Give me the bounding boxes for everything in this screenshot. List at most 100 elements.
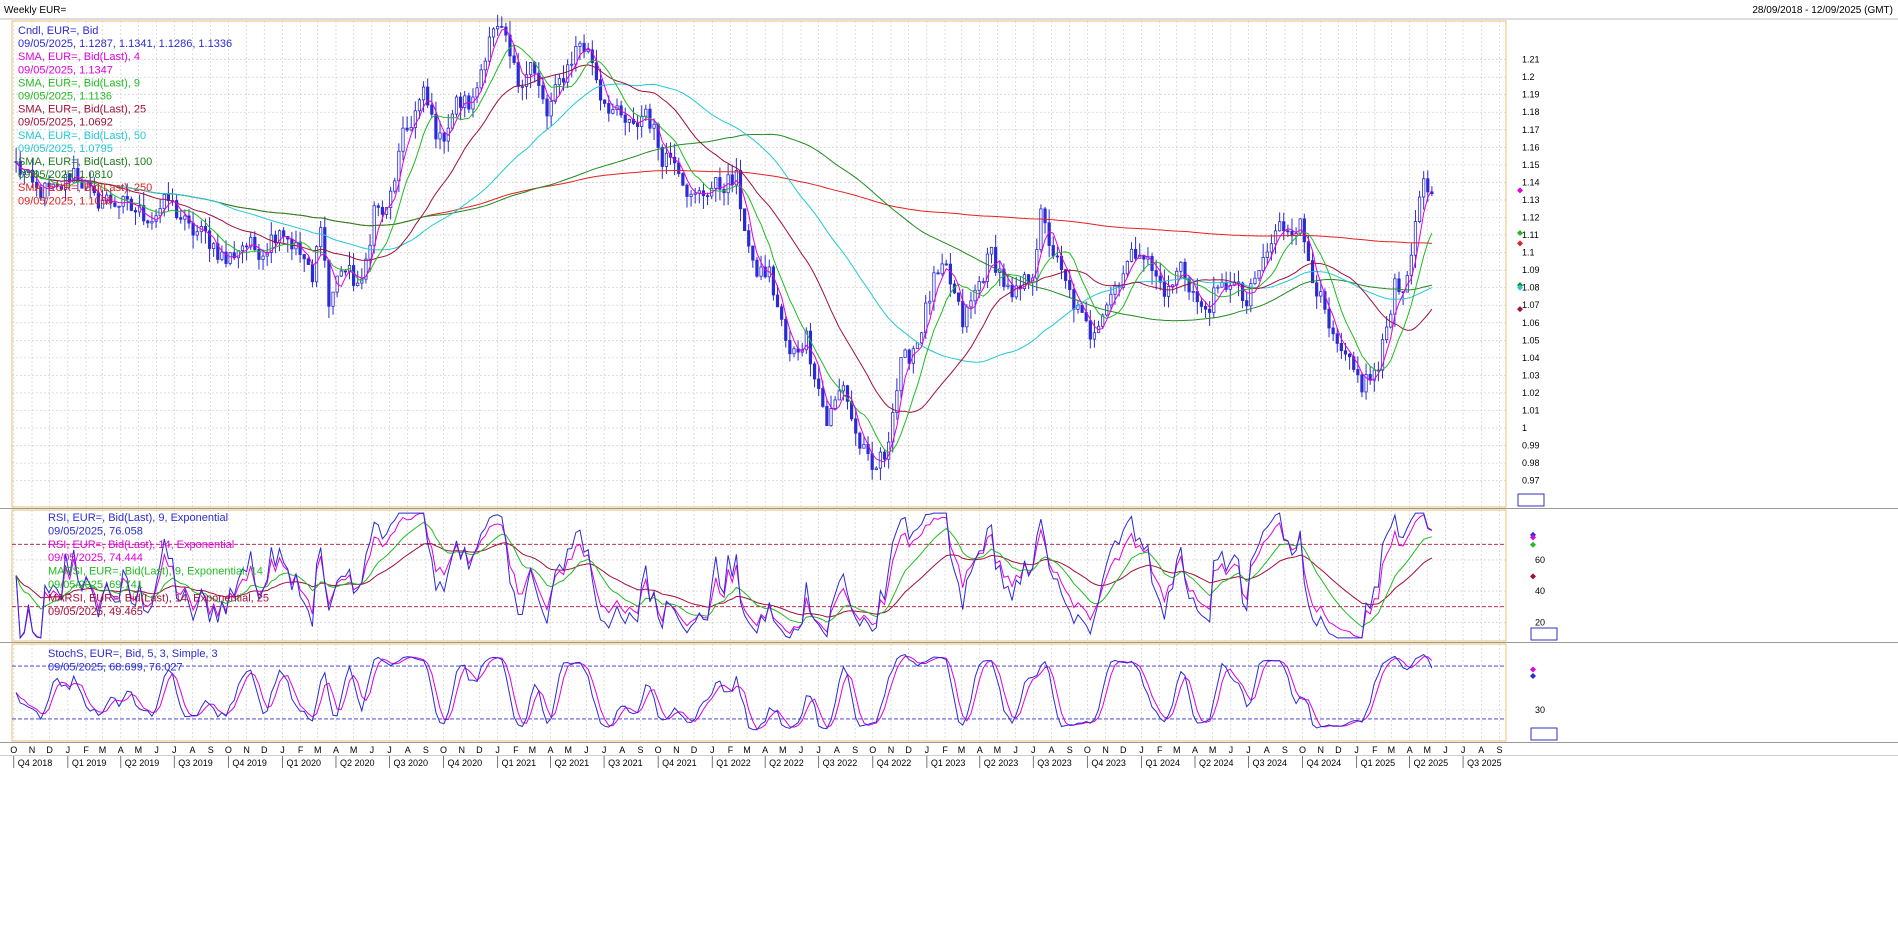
candle-body: [557, 78, 561, 86]
month-tick-label: J: [66, 745, 71, 755]
candle-body: [685, 184, 689, 197]
month-tick-label: A: [333, 745, 339, 755]
price-legend-line: SMA, EUR=, Bid(Last), 50: [18, 130, 146, 142]
candle-body: [771, 266, 776, 296]
month-tick-label: N: [888, 745, 895, 755]
candle-body: [961, 300, 965, 328]
candle-body: [775, 294, 780, 308]
candle-body: [1380, 339, 1385, 371]
candle-body: [718, 177, 722, 190]
candle-body: [944, 263, 948, 266]
sma-4-line: [15, 28, 1433, 463]
candle-body: [244, 245, 249, 248]
candle-body: [524, 74, 529, 87]
panel-frame-1: [11, 509, 1507, 642]
candle-body: [1113, 285, 1117, 295]
candle-body: [401, 127, 405, 152]
candle-body: [566, 64, 570, 83]
price-tick-label: 1.01: [1522, 406, 1540, 416]
month-tick-label: J: [495, 745, 500, 755]
rsi-legend-line: MARSI, EUR=, Bid(Last), 9, Exponential, …: [48, 566, 263, 578]
candle-body: [520, 85, 524, 88]
month-tick-label: D: [691, 745, 698, 755]
month-tick-label: M: [99, 745, 107, 755]
month-tick-label: A: [1192, 745, 1198, 755]
month-tick-label: S: [638, 745, 644, 755]
candle-body: [850, 400, 854, 420]
month-tick-label: S: [1067, 745, 1073, 755]
candle-body: [1171, 284, 1175, 287]
candle-body: [1426, 178, 1430, 193]
candle-body: [742, 208, 747, 232]
month-tick-label: F: [1372, 745, 1378, 755]
candle-body: [697, 190, 701, 194]
month-tick-label: J: [602, 745, 607, 755]
price-legend-line: 09/05/2025, 1.0810: [18, 169, 113, 181]
month-tick-label: J: [799, 745, 804, 755]
month-tick-label: S: [208, 745, 214, 755]
candle-body: [755, 259, 759, 277]
marsi-9-line: [15, 521, 1433, 628]
candle-body: [109, 194, 113, 204]
candle-body: [146, 220, 150, 224]
month-tick-label: A: [405, 745, 411, 755]
price-tick-label: 1: [1522, 423, 1527, 433]
quarter-tick-label: Q3 2024: [1252, 758, 1287, 768]
candle-body: [496, 26, 500, 30]
stoch-last-marker-0: [1530, 673, 1536, 680]
candle-body: [1064, 269, 1068, 281]
candle-body: [882, 451, 887, 460]
month-tick-label: D: [46, 745, 53, 755]
rsi-legend-line: 09/05/2025, 49.465: [48, 606, 143, 618]
month-tick-label: A: [1478, 745, 1484, 755]
candle-body: [282, 230, 286, 237]
candle-body: [1228, 284, 1232, 290]
candle-body: [1101, 314, 1105, 327]
candle-body: [1265, 251, 1269, 258]
candle-body: [1154, 270, 1158, 277]
candle-body: [183, 215, 187, 220]
candle-body: [808, 330, 813, 365]
quarter-tick-label: Q2 2022: [769, 758, 804, 768]
candle-body: [747, 230, 751, 247]
candle-body: [1216, 286, 1220, 289]
sma-25-line: [15, 64, 1433, 414]
price-tick-label: 1.08: [1522, 283, 1540, 293]
candle-body: [973, 289, 977, 302]
quarter-tick-label: Q2 2023: [984, 758, 1019, 768]
candle-body: [68, 174, 72, 183]
candle-body: [788, 340, 792, 355]
price-tick-label: 1.07: [1522, 300, 1540, 310]
rsi-last-marker-3: [1530, 573, 1536, 580]
candle-body: [989, 247, 994, 255]
candle-body: [1315, 282, 1319, 297]
price-tick-label: 1.04: [1522, 353, 1540, 363]
candle-body: [1282, 221, 1286, 232]
quarter-tick-label: Q1 2020: [286, 758, 321, 768]
quarter-tick-label: Q3 2019: [178, 758, 213, 768]
candle-body: [1422, 178, 1426, 198]
month-tick-label: A: [189, 745, 195, 755]
candle-body: [1068, 280, 1072, 290]
candle-body: [664, 152, 668, 167]
candle-body: [928, 300, 932, 304]
quarter-tick-label: Q4 2022: [877, 758, 912, 768]
candle-body: [368, 244, 372, 260]
candle-body: [833, 399, 837, 409]
candle-body: [331, 291, 335, 307]
candle-body: [508, 34, 512, 57]
month-tick-label: A: [977, 745, 983, 755]
candle-body: [1273, 230, 1278, 245]
rsi-legend-line: RSI, EUR=, Bid(Last), 9, Exponential: [48, 512, 228, 524]
price-legend-line: 09/05/2025, 1.1287, 1.1341, 1.1286, 1.13…: [18, 38, 232, 50]
month-tick-label: A: [1049, 745, 1055, 755]
candle-body: [306, 258, 310, 265]
candle-body: [380, 206, 385, 215]
rsi-legend-line: 09/05/2025, 76.058: [48, 525, 143, 537]
candle-body: [1385, 326, 1389, 341]
candle-body: [129, 198, 133, 211]
candle-body: [459, 96, 463, 108]
candle-body: [714, 177, 718, 189]
